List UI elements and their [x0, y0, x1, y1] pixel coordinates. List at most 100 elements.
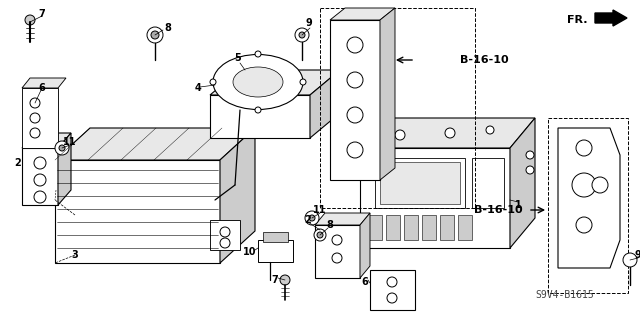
Circle shape: [300, 79, 306, 85]
Bar: [548, 118, 628, 293]
Polygon shape: [22, 88, 58, 148]
Polygon shape: [360, 118, 535, 148]
Polygon shape: [315, 225, 360, 278]
Circle shape: [34, 174, 46, 186]
Polygon shape: [22, 148, 58, 205]
Bar: [375, 158, 465, 208]
Bar: [422, 215, 436, 240]
Circle shape: [255, 51, 261, 57]
Circle shape: [576, 140, 592, 156]
Circle shape: [347, 37, 363, 53]
Text: 3: 3: [72, 250, 78, 260]
Text: 8: 8: [326, 220, 333, 230]
Bar: [404, 215, 418, 240]
Polygon shape: [315, 213, 370, 225]
Text: 4: 4: [195, 83, 202, 93]
Circle shape: [151, 31, 159, 39]
Bar: [458, 215, 472, 240]
Circle shape: [34, 191, 46, 203]
Polygon shape: [210, 95, 310, 138]
Circle shape: [314, 229, 326, 241]
Text: 6: 6: [362, 277, 369, 287]
Polygon shape: [380, 8, 395, 180]
Polygon shape: [370, 270, 415, 310]
Text: 10: 10: [243, 247, 257, 257]
Circle shape: [395, 130, 405, 140]
Polygon shape: [220, 128, 255, 263]
Text: 6: 6: [38, 83, 45, 93]
Circle shape: [220, 227, 230, 237]
Circle shape: [299, 32, 305, 38]
Polygon shape: [210, 70, 340, 95]
Circle shape: [25, 15, 35, 25]
Text: S9V4-B1615: S9V4-B1615: [536, 290, 595, 300]
Polygon shape: [22, 78, 66, 88]
Bar: [263, 232, 288, 242]
Circle shape: [309, 215, 315, 221]
Circle shape: [332, 235, 342, 245]
Circle shape: [623, 253, 637, 267]
Text: B-16-10: B-16-10: [460, 55, 509, 65]
Bar: [368, 215, 382, 240]
Bar: [320, 8, 475, 208]
Polygon shape: [330, 20, 380, 180]
Polygon shape: [58, 133, 71, 205]
Polygon shape: [360, 148, 510, 248]
Text: 11: 11: [313, 205, 327, 215]
FancyArrow shape: [595, 10, 627, 26]
Bar: [440, 215, 454, 240]
Circle shape: [347, 107, 363, 123]
Bar: [386, 215, 400, 240]
Text: 11: 11: [63, 137, 77, 147]
Polygon shape: [55, 160, 220, 263]
Ellipse shape: [213, 55, 303, 109]
Text: 1: 1: [515, 200, 522, 210]
Polygon shape: [360, 213, 370, 278]
Circle shape: [592, 177, 608, 193]
Polygon shape: [310, 70, 340, 138]
Circle shape: [255, 107, 261, 113]
Circle shape: [34, 157, 46, 169]
Text: 8: 8: [164, 23, 172, 33]
Circle shape: [317, 232, 323, 238]
Text: B-16-10: B-16-10: [474, 205, 523, 215]
Polygon shape: [510, 118, 535, 248]
Circle shape: [30, 98, 40, 108]
Circle shape: [486, 126, 494, 134]
Circle shape: [220, 238, 230, 248]
Bar: [472, 158, 504, 208]
Bar: [258, 240, 293, 262]
Polygon shape: [210, 220, 240, 250]
Circle shape: [445, 128, 455, 138]
Text: 5: 5: [235, 53, 241, 63]
Circle shape: [576, 217, 592, 233]
Text: 2: 2: [305, 215, 312, 225]
Ellipse shape: [233, 67, 283, 97]
Circle shape: [30, 128, 40, 138]
Circle shape: [147, 27, 163, 43]
Circle shape: [572, 173, 596, 197]
Circle shape: [387, 293, 397, 303]
Circle shape: [332, 253, 342, 263]
Circle shape: [210, 79, 216, 85]
Polygon shape: [22, 133, 71, 148]
Text: 7: 7: [38, 9, 45, 19]
Circle shape: [280, 275, 290, 285]
Text: 9: 9: [635, 250, 640, 260]
Circle shape: [387, 277, 397, 287]
Circle shape: [347, 72, 363, 88]
Text: 9: 9: [306, 18, 312, 28]
Polygon shape: [330, 8, 395, 20]
Circle shape: [59, 145, 65, 151]
Circle shape: [347, 142, 363, 158]
Circle shape: [526, 151, 534, 159]
Circle shape: [30, 113, 40, 123]
Polygon shape: [55, 128, 255, 160]
Bar: [380, 162, 460, 204]
Text: 7: 7: [271, 275, 278, 285]
Circle shape: [305, 211, 319, 225]
Circle shape: [55, 141, 69, 155]
Text: FR.: FR.: [568, 15, 588, 25]
Polygon shape: [558, 128, 620, 268]
Circle shape: [526, 166, 534, 174]
